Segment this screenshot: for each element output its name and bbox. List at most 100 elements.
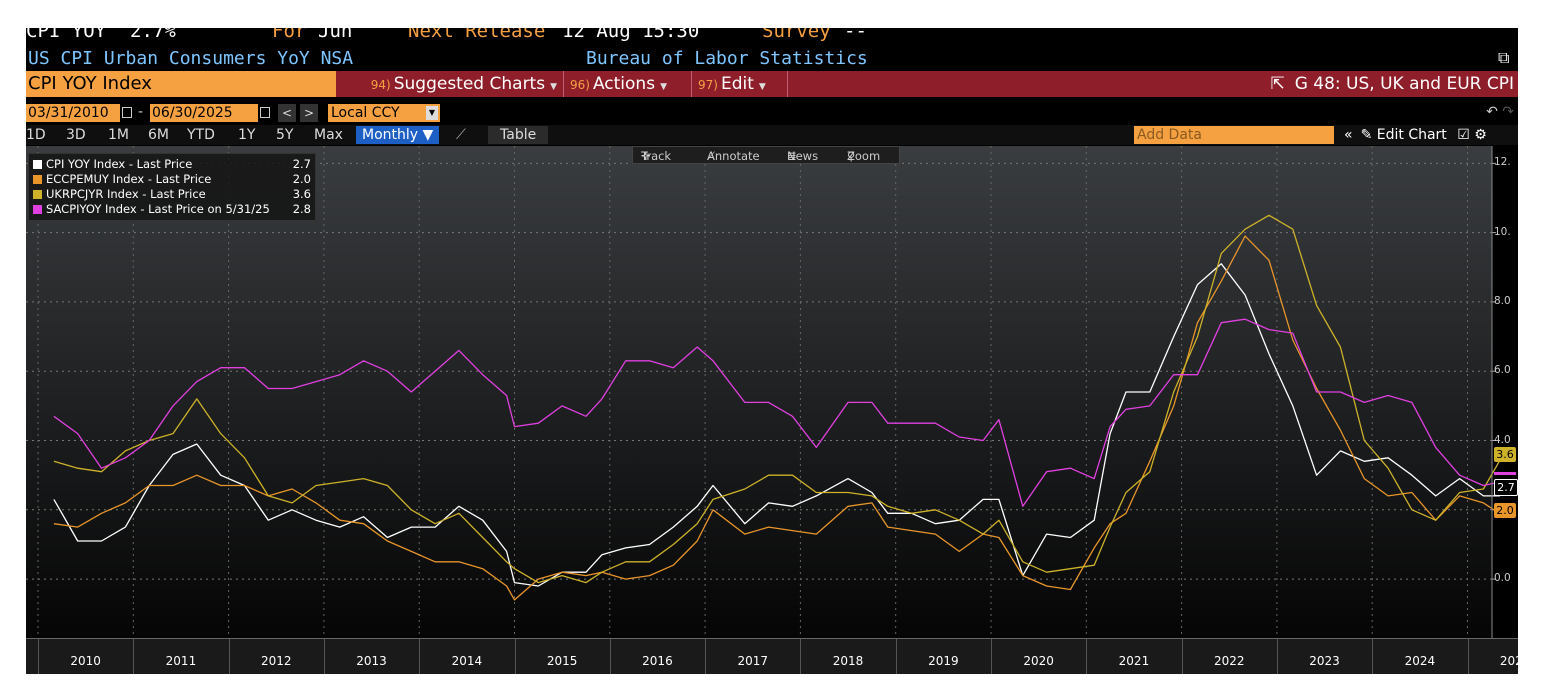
x-tick-label: 2021 — [1118, 654, 1150, 668]
x-year-separator — [228, 639, 230, 674]
range-ytd[interactable]: YTD — [187, 127, 215, 143]
legend-entry[interactable]: CPI YOY Index - Last Price 2.7 — [33, 157, 311, 172]
x-tick-label: 2019 — [928, 654, 959, 668]
legend-label: UKRPCJYR Index - Last Price — [46, 187, 206, 201]
collapse-icon[interactable]: « — [1344, 127, 1353, 143]
x-year-separator — [323, 639, 325, 674]
gear-icon[interactable]: ⚙ — [1474, 127, 1487, 143]
x-tick-label: 2016 — [642, 654, 673, 668]
date-separator: - — [138, 104, 144, 120]
x-year-separator — [1276, 639, 1278, 674]
end-date-field[interactable]: 06/30/2025 — [150, 104, 258, 122]
last-value-flag: 2.0 — [1494, 502, 1516, 518]
x-tick-label: 2011 — [165, 654, 197, 668]
legend-value: 2.0 — [292, 172, 311, 186]
range-1y[interactable]: 1Y — [238, 127, 256, 143]
series-line-2[interactable] — [53, 235, 1508, 601]
x-year-separator — [991, 639, 992, 674]
currency-value: Local CCY — [331, 105, 400, 121]
chevron-down-icon: ▼ — [758, 82, 766, 92]
y-tick-label: 8.0 — [1494, 294, 1511, 307]
legend-entry[interactable]: UKRPCJYR Index - Last Price 3.6 — [33, 187, 311, 202]
range-5y[interactable]: 5Y — [276, 127, 294, 143]
security-field[interactable]: CPI YOY Index — [26, 71, 336, 97]
security-description: US CPI Urban Consumers YoY NSA — [28, 48, 354, 69]
series-line-4[interactable] — [53, 318, 1500, 507]
legend-entry[interactable]: SACPIYOY Index - Last Price on 5/31/25 2.… — [33, 202, 311, 217]
x-tick-label: 2020 — [1023, 654, 1054, 668]
chart-plot[interactable] — [26, 146, 1518, 638]
y-tick-label: 12. — [1494, 156, 1511, 169]
survey-value: -- — [844, 28, 867, 42]
forward-arrow-icon[interactable]: > — [300, 104, 318, 122]
date-range-row: 03/31/2010 - 06/30/2025 < > Local CCY ▼ ↶… — [26, 104, 1518, 124]
currency-select[interactable]: Local CCY ▼ — [328, 104, 440, 122]
undo-icon[interactable]: ↶ ↷ — [1486, 104, 1514, 120]
y-tick-label: 6.0 — [1494, 364, 1511, 377]
grid-lines — [26, 146, 1496, 638]
x-year-separator — [1181, 639, 1183, 674]
pen-icon: ⟋ — [707, 149, 716, 163]
legend-label: SACPIYOY Index - Last Price on 5/31/25 — [46, 202, 270, 216]
data-source: Bureau of Labor Statistics — [586, 48, 868, 69]
x-tick-label: 2017 — [737, 654, 769, 668]
x-tick-label: 2018 — [832, 654, 864, 668]
y-tick-label: 10. — [1494, 225, 1511, 238]
chart-legend[interactable]: CPI YOY Index - Last Price 2.7 ECCPEMUY In… — [28, 153, 316, 221]
x-year-separator — [705, 639, 707, 674]
legend-swatch — [33, 190, 42, 199]
range-1m[interactable]: 1M — [108, 127, 129, 143]
edit-label: Edit — [720, 74, 754, 94]
legend-value: 3.6 — [292, 187, 311, 201]
x-year-separator — [1467, 639, 1469, 674]
x-year-separator — [609, 639, 611, 674]
for-value: Jun — [318, 28, 353, 42]
y-tick-label: 4.0 — [1494, 433, 1511, 446]
legend-swatch — [33, 175, 42, 184]
legend-value: 2.8 — [292, 202, 311, 216]
calendar-icon[interactable] — [122, 107, 132, 118]
chevron-down-icon: ▼ — [422, 127, 434, 143]
zoom-label: Zoom — [847, 149, 881, 163]
calendar-icon[interactable] — [260, 107, 270, 118]
x-year-separator — [514, 639, 516, 674]
x-tick-label: 2024 — [1404, 654, 1436, 668]
start-date-field[interactable]: 03/31/2010 — [26, 104, 120, 122]
chart-name-label: G 48: US, UK and EUR CPI — [1294, 74, 1514, 94]
legend-swatch — [33, 160, 42, 169]
line-chart-icon[interactable]: ⟋ — [456, 127, 466, 143]
frequency-select[interactable]: Monthly ▼ — [356, 126, 440, 144]
actions-menu[interactable]: 96) Actions ▼ — [564, 71, 692, 97]
x-tick-label: 2022 — [1213, 654, 1245, 668]
table-button[interactable]: Table — [488, 126, 549, 144]
add-data-input[interactable]: Add Data — [1134, 126, 1334, 144]
settings-edit-icon[interactable]: ☑ — [1457, 127, 1470, 143]
edit-menu[interactable]: 97) Edit ▼ — [692, 71, 788, 97]
crosshair-icon: ✛ — [641, 149, 651, 163]
legend-entry[interactable]: ECCPEMUY Index - Last Price 2.0 — [33, 172, 311, 187]
x-year-separator — [419, 639, 421, 674]
chart-toolbar: ✛ Track ⟋ Annotate ≣ News ⚲ Zoom — [632, 146, 900, 164]
x-year-separator — [1086, 639, 1088, 674]
edit-chart-button[interactable]: « ✎ Edit Chart ☑ ⚙ — [1344, 125, 1487, 145]
range-max[interactable]: Max — [314, 127, 343, 143]
ticker-line: CPI YOY 2.7% For Jun Next Release 12 Aug… — [26, 28, 1518, 44]
chevron-down-icon: ▼ — [550, 82, 557, 92]
range-1d[interactable]: 1D — [26, 127, 46, 143]
x-tick-label: 2012 — [260, 654, 292, 668]
series-line-3[interactable] — [53, 214, 1508, 584]
frequency-value: Monthly — [362, 127, 419, 143]
back-arrow-icon[interactable]: < — [278, 104, 296, 122]
window-icon[interactable]: ⧉ — [1498, 48, 1510, 67]
series-line-1[interactable] — [53, 263, 1508, 587]
redo-icon[interactable]: ↷ — [1502, 104, 1514, 120]
edit-num: 97) — [698, 78, 718, 92]
x-tick-label: 2010 — [70, 654, 101, 668]
chart-name[interactable]: ⇱ G 48: US, UK and EUR CPI — [1270, 71, 1514, 97]
x-tick-label: 2014 — [451, 654, 483, 668]
x-tick-label: 2013 — [356, 654, 387, 668]
range-6m[interactable]: 6M — [148, 127, 169, 143]
range-3d[interactable]: 3D — [66, 127, 86, 143]
suggested-charts-menu[interactable]: 94) Suggested Charts ▼ — [336, 71, 564, 97]
last-value-flag: 3.6 — [1494, 447, 1516, 463]
